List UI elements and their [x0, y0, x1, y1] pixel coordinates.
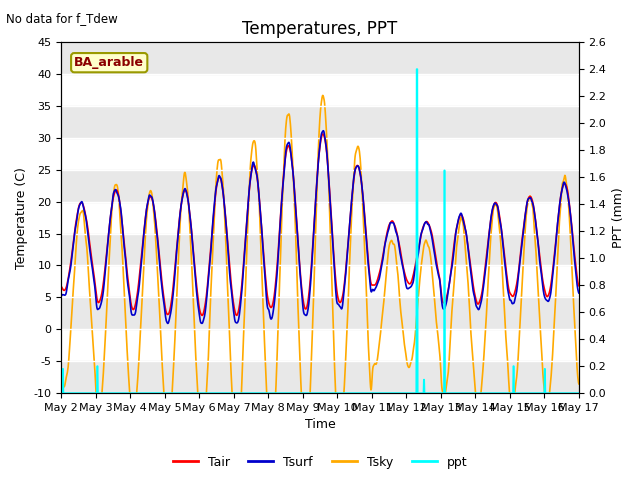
- Bar: [61, 234, 579, 265]
- Bar: [61, 106, 579, 138]
- Bar: [61, 361, 579, 393]
- Bar: [61, 170, 579, 202]
- Bar: [61, 298, 579, 329]
- Text: BA_arable: BA_arable: [74, 56, 144, 69]
- Y-axis label: PPT (mm): PPT (mm): [612, 187, 625, 248]
- Legend: Tair, Tsurf, Tsky, ppt: Tair, Tsurf, Tsky, ppt: [168, 451, 472, 474]
- X-axis label: Time: Time: [305, 419, 335, 432]
- Bar: [61, 42, 579, 74]
- Title: Temperatures, PPT: Temperatures, PPT: [243, 20, 397, 38]
- Y-axis label: Temperature (C): Temperature (C): [15, 167, 28, 269]
- Text: No data for f_Tdew: No data for f_Tdew: [6, 12, 118, 25]
